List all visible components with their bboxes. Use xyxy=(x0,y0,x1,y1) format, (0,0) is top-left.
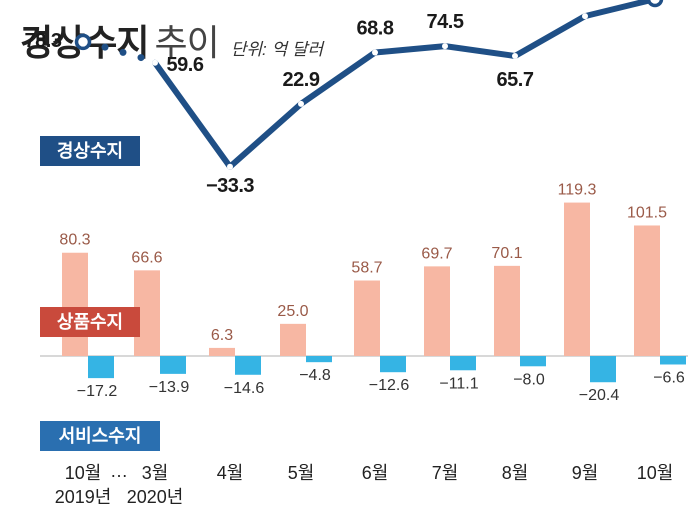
goods-bar xyxy=(62,252,88,356)
services-bar xyxy=(88,356,114,379)
services-bar xyxy=(160,356,186,374)
goods-value-label: 70.1 xyxy=(491,245,522,262)
current-account-tag xyxy=(40,136,140,166)
current-account-point xyxy=(372,49,378,56)
services-bar xyxy=(235,356,261,375)
current-account-value-label: 65.7 xyxy=(497,69,534,91)
current-account-value-label: 78.3 xyxy=(25,30,62,52)
current-account-point xyxy=(512,52,518,59)
current-account-value-label: 59.6 xyxy=(167,54,204,76)
goods-value-label: 6.3 xyxy=(211,327,233,344)
services-tag xyxy=(40,421,160,451)
x-tick-label: 10월 xyxy=(637,463,674,483)
current-account-value-label: 68.8 xyxy=(357,18,394,40)
current-account-value-label: 22.9 xyxy=(283,69,320,91)
x-tick-year: 2020년 xyxy=(127,487,184,507)
current-account-end-marker xyxy=(74,33,92,51)
x-tick-label: 3월 xyxy=(142,463,169,483)
current-account-point xyxy=(298,100,304,107)
services-value-label: −13.9 xyxy=(149,379,190,396)
services-tag-label: 서비스수지 xyxy=(59,426,142,446)
current-account-tag-label: 경상수지 xyxy=(57,141,123,161)
x-tick-year: 2019년 xyxy=(55,487,112,507)
goods-value-label: 119.3 xyxy=(558,182,597,199)
services-value-label: −14.6 xyxy=(224,380,265,397)
services-value-label: −12.6 xyxy=(369,377,410,394)
current-account-dot xyxy=(119,48,127,56)
unit-label: 단위: 억 달러 xyxy=(230,40,324,59)
x-tick-label: 5월 xyxy=(288,463,315,483)
services-value-label: −6.6 xyxy=(653,369,685,386)
goods-bar xyxy=(424,266,450,356)
services-bar xyxy=(306,356,332,363)
goods-tag-label: 상품수지 xyxy=(57,312,123,332)
current-account-value-label: 101.3 xyxy=(561,0,609,3)
goods-bar xyxy=(280,323,306,356)
current-account-dot xyxy=(137,54,145,62)
axis-break-mark: … xyxy=(110,461,128,481)
goods-value-label: 69.7 xyxy=(421,245,452,262)
goods-bar xyxy=(564,202,590,356)
services-value-label: −11.1 xyxy=(439,375,478,392)
x-tick-label: 4월 xyxy=(217,463,244,483)
services-value-label: −8.0 xyxy=(513,371,545,388)
goods-bar xyxy=(494,265,520,356)
services-bar xyxy=(380,356,406,373)
current-account-value-label: −33.3 xyxy=(206,175,254,197)
services-bar xyxy=(590,356,616,383)
current-account-point xyxy=(442,43,448,50)
current-account-point xyxy=(227,163,233,170)
x-tick-label: 9월 xyxy=(572,463,599,483)
services-value-label: −4.8 xyxy=(299,367,331,384)
x-tick-label: 6월 xyxy=(362,463,389,483)
services-value-label: −17.2 xyxy=(77,383,118,400)
goods-bar xyxy=(634,225,660,356)
services-bar xyxy=(450,356,476,371)
current-account-value-label: 74.5 xyxy=(427,11,464,33)
current-account-line xyxy=(152,0,658,170)
services-bar xyxy=(660,356,686,365)
current-account-point xyxy=(152,59,158,66)
current-account-end-marker xyxy=(646,0,664,8)
goods-tag xyxy=(40,307,140,337)
current-account-dot xyxy=(101,43,109,51)
goods-value-label: 25.0 xyxy=(277,303,308,320)
goods-bar xyxy=(209,347,235,356)
goods-value-label: 101.5 xyxy=(627,204,667,221)
x-tick-label: 8월 xyxy=(502,463,529,483)
services-value-label: −20.4 xyxy=(579,387,620,404)
goods-value-label: 80.3 xyxy=(59,232,90,249)
chart-title: 경상수지추이단위: 억 달러 xyxy=(20,14,323,66)
goods-value-label: 58.7 xyxy=(351,260,382,277)
x-tick-label: 10월 xyxy=(65,463,102,483)
services-bar xyxy=(520,356,546,367)
goods-bar xyxy=(354,280,380,356)
goods-value-label: 66.6 xyxy=(131,249,162,266)
x-tick-label: 7월 xyxy=(432,463,459,483)
current-account-point xyxy=(582,13,588,20)
title-sub: 추이 xyxy=(154,22,219,63)
